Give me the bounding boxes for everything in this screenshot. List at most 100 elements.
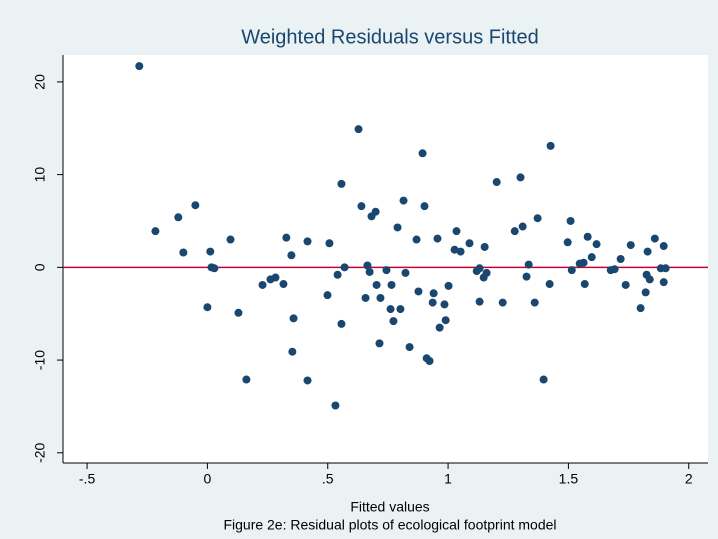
point xyxy=(533,214,542,223)
point xyxy=(659,278,668,287)
point xyxy=(518,222,527,231)
point xyxy=(414,287,423,296)
point xyxy=(303,237,312,246)
point xyxy=(563,238,572,247)
x-tick-label: 2 xyxy=(685,471,693,487)
x-tick-label: 1 xyxy=(444,471,452,487)
point xyxy=(289,314,298,323)
point xyxy=(361,293,370,302)
point xyxy=(659,242,668,251)
point xyxy=(333,270,342,279)
point xyxy=(242,375,251,384)
point xyxy=(393,223,402,232)
point xyxy=(579,258,588,267)
point xyxy=(429,289,438,298)
point xyxy=(288,347,297,356)
point xyxy=(530,298,539,307)
point xyxy=(375,339,384,348)
point xyxy=(418,149,427,158)
point xyxy=(325,239,334,248)
point xyxy=(206,247,215,256)
point xyxy=(492,178,501,187)
point xyxy=(480,242,489,251)
point xyxy=(340,263,349,272)
point xyxy=(372,280,381,289)
y-tick-label: 20 xyxy=(32,74,48,90)
point xyxy=(587,253,596,262)
point xyxy=(621,280,630,289)
x-axis-label: Fitted values xyxy=(350,499,429,515)
point xyxy=(401,268,410,277)
point xyxy=(510,227,519,236)
point xyxy=(303,376,312,385)
point xyxy=(420,202,429,211)
y-tick-label: -10 xyxy=(32,350,48,370)
point xyxy=(441,316,450,325)
point xyxy=(641,288,650,297)
point xyxy=(522,272,531,281)
point xyxy=(405,343,414,352)
chart-title: Weighted Residuals versus Fitted xyxy=(241,26,539,48)
plot-area xyxy=(63,55,708,463)
point xyxy=(174,213,183,222)
point xyxy=(546,141,555,150)
point xyxy=(475,264,484,273)
point xyxy=(444,281,453,290)
point xyxy=(626,241,635,250)
point xyxy=(435,323,444,332)
x-tick-label: -.5 xyxy=(79,471,96,487)
point xyxy=(452,227,461,236)
point xyxy=(399,196,408,205)
point xyxy=(363,261,372,270)
point xyxy=(412,235,421,244)
point xyxy=(610,265,619,274)
point xyxy=(545,280,554,289)
point xyxy=(524,260,533,269)
point xyxy=(226,235,235,244)
point xyxy=(179,248,188,257)
point xyxy=(287,251,296,260)
point xyxy=(337,319,346,328)
point xyxy=(331,401,340,410)
point xyxy=(258,280,267,289)
point xyxy=(539,375,548,384)
point xyxy=(203,303,212,312)
point xyxy=(376,293,385,302)
point xyxy=(433,234,442,243)
y-tick-label: 10 xyxy=(32,167,48,183)
point xyxy=(645,275,654,284)
point xyxy=(371,207,380,216)
point xyxy=(475,297,484,306)
y-tick-label: 0 xyxy=(32,263,48,271)
point xyxy=(396,305,405,314)
point xyxy=(282,233,291,242)
point xyxy=(650,234,659,243)
x-tick-label: 1.5 xyxy=(559,471,579,487)
point xyxy=(337,179,346,188)
point xyxy=(661,264,670,273)
y-tick-label: -20 xyxy=(32,442,48,462)
point xyxy=(440,300,449,309)
point xyxy=(389,317,398,326)
point xyxy=(583,232,592,241)
point xyxy=(636,304,645,313)
point xyxy=(323,291,332,300)
point xyxy=(567,266,576,275)
point xyxy=(516,173,525,182)
point xyxy=(279,280,288,289)
point xyxy=(135,62,144,71)
point xyxy=(465,239,474,248)
point xyxy=(580,280,589,289)
point xyxy=(387,280,396,289)
point xyxy=(425,357,434,365)
x-tick-label: .5 xyxy=(322,471,334,487)
point xyxy=(428,298,437,307)
point xyxy=(151,227,160,236)
point xyxy=(271,273,280,282)
point xyxy=(210,264,219,273)
point xyxy=(643,247,652,256)
point xyxy=(234,308,243,317)
point xyxy=(450,245,459,254)
point xyxy=(386,305,395,314)
